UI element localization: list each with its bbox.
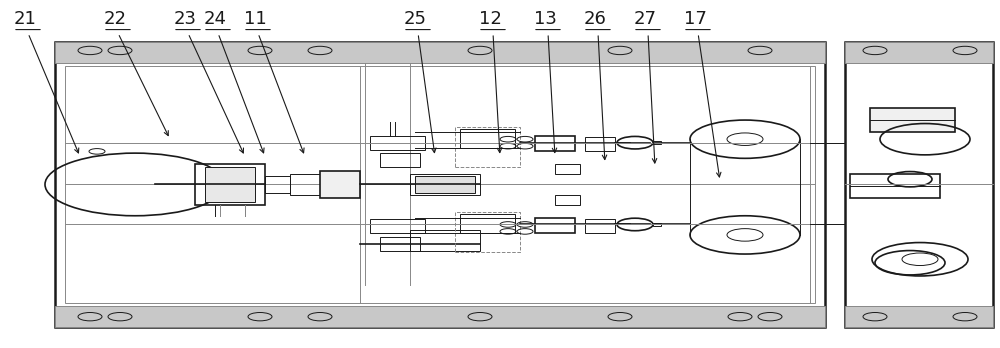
Bar	[455, 127, 520, 167]
Bar	[653, 141, 661, 144]
Bar	[845, 306, 993, 327]
Bar	[370, 136, 425, 150]
Bar	[410, 230, 480, 251]
Bar	[55, 306, 825, 327]
Bar	[535, 136, 575, 151]
Text: 25: 25	[404, 10, 426, 28]
Bar	[585, 137, 615, 151]
Bar	[455, 212, 520, 252]
Bar	[850, 174, 940, 198]
Bar	[65, 66, 815, 303]
Bar	[380, 237, 420, 251]
Bar	[460, 129, 515, 148]
Text: 21: 21	[14, 10, 36, 28]
Bar	[410, 174, 480, 195]
Bar	[535, 218, 575, 233]
Bar	[55, 42, 825, 327]
Text: 26: 26	[584, 10, 606, 28]
Text: 27: 27	[634, 10, 656, 28]
Bar	[205, 167, 255, 202]
Bar	[585, 219, 615, 233]
Text: 11: 11	[244, 10, 266, 28]
Text: 24: 24	[204, 10, 226, 28]
Bar	[555, 195, 580, 205]
Bar	[265, 176, 290, 193]
Text: 22: 22	[104, 10, 126, 28]
Bar	[320, 171, 360, 198]
Bar	[460, 214, 515, 233]
Text: 13: 13	[534, 10, 556, 28]
Bar	[415, 176, 475, 193]
Bar	[290, 174, 320, 195]
Bar	[845, 42, 993, 63]
Bar	[653, 223, 661, 226]
Text: 23: 23	[174, 10, 196, 28]
Bar	[195, 164, 265, 205]
Bar	[870, 108, 955, 132]
Text: 12: 12	[479, 10, 501, 28]
Bar	[380, 153, 420, 167]
Bar	[555, 164, 580, 174]
Bar	[845, 42, 993, 327]
Bar	[370, 219, 425, 233]
Text: 17: 17	[684, 10, 706, 28]
Bar	[55, 42, 825, 63]
